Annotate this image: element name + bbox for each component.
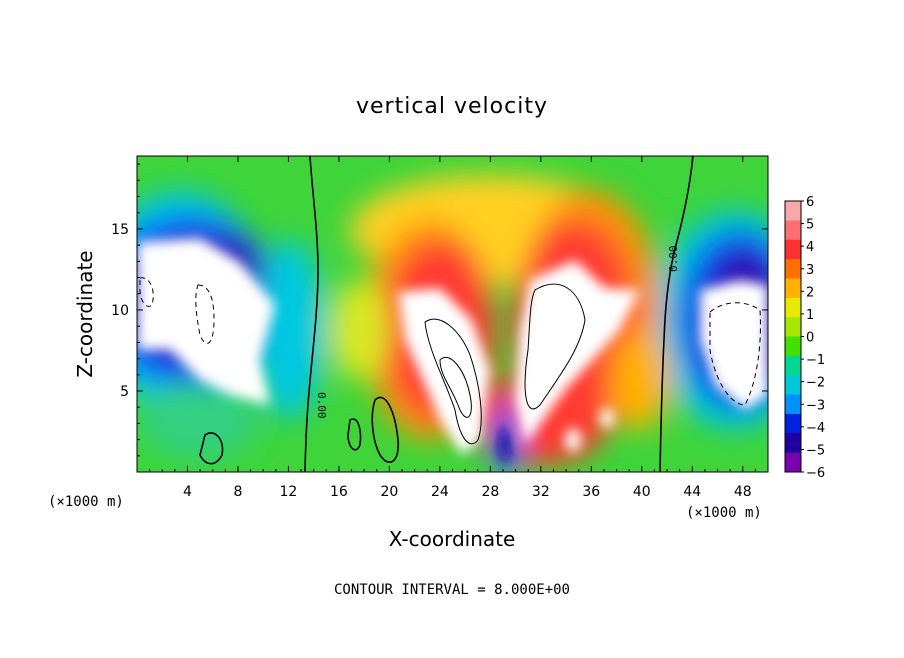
updraft-core-1-white — [398, 288, 490, 455]
colorbar-swatch — [785, 433, 801, 454]
colorbar-label: 2 — [806, 285, 814, 300]
colorbar-swatch — [785, 413, 801, 434]
x-axis: 4 8 12 16 20 24 28 32 36 40 44 48 — [149, 156, 756, 500]
colorbar-swatch — [785, 259, 801, 279]
x-tick-label: 48 — [734, 484, 752, 500]
positive-contour-core-2 — [524, 283, 586, 410]
contour-label-right: 0.00 — [667, 246, 680, 273]
colorbar: 6 5 4 3 2 1 0 −1 −2 −3 −4 −5 −6 — [784, 195, 825, 481]
negative-contour-right — [709, 302, 761, 406]
colorbar-swatch — [785, 317, 801, 337]
colorbar-swatch — [785, 336, 801, 357]
positive-contour-core-1 — [424, 318, 482, 445]
x-axis-label: X-coordinate — [389, 527, 516, 551]
colorbar-label: −6 — [806, 466, 825, 481]
colorbar-label: −2 — [806, 376, 825, 391]
colorbar-swatch — [785, 278, 801, 299]
negative-contour-left — [195, 284, 215, 344]
colorbar-label: 4 — [806, 240, 814, 255]
x-tick-label: 8 — [233, 484, 242, 500]
contour-label-left: 0.00 — [315, 392, 328, 419]
colorbar-swatch — [785, 201, 801, 221]
chart-title: vertical velocity — [356, 94, 548, 119]
x-tick-label: 28 — [481, 484, 499, 500]
colorbar-swatch — [785, 394, 801, 415]
y-axis: 5 10 15 — [111, 163, 768, 457]
contour-interval-text: CONTOUR INTERVAL = 8.000E+00 — [334, 582, 570, 598]
right-white-region — [700, 280, 768, 410]
colorbar-swatch — [785, 297, 801, 318]
y-tick-label: 15 — [111, 222, 129, 238]
x-tick-label: 24 — [431, 484, 449, 500]
colorbar-swatch — [785, 239, 801, 260]
plot-area — [137, 156, 768, 472]
updraft-core-2-white — [515, 260, 640, 445]
x-tick-label: 36 — [582, 484, 600, 500]
colorbar-label: −4 — [806, 421, 825, 436]
x-tick-label: 12 — [280, 484, 298, 500]
colorbar-label: −3 — [806, 398, 825, 413]
y-tick-label: 5 — [120, 384, 129, 400]
colorbar-label: −1 — [806, 353, 825, 368]
x-unit-right: (×1000 m) — [686, 505, 762, 521]
y-axis-label: Z-coordinate — [73, 250, 97, 377]
colorbar-swatch — [785, 355, 801, 376]
colorbar-swatch — [785, 220, 801, 241]
colorbar-label: 1 — [806, 308, 814, 323]
colorbar-label: 0 — [806, 331, 814, 346]
x-tick-label: 16 — [330, 484, 348, 500]
colorbar-label: 3 — [806, 263, 814, 278]
x-tick-label: 32 — [532, 484, 550, 500]
x-unit-left: (×1000 m) — [48, 494, 124, 510]
zero-contour-left — [304, 156, 319, 472]
x-tick-label: 4 — [183, 484, 192, 500]
colorbar-label: 6 — [806, 195, 814, 210]
y-tick-label: 10 — [111, 303, 129, 319]
colorbar-label: 5 — [806, 218, 814, 233]
x-tick-label: 20 — [380, 484, 398, 500]
zero-contour-right — [659, 156, 694, 472]
x-tick-label: 40 — [633, 484, 651, 500]
colorbar-label: −5 — [806, 443, 825, 458]
x-tick-label: 44 — [683, 484, 701, 500]
left-white-region — [137, 238, 275, 405]
colorbar-swatch — [785, 452, 801, 473]
colorbar-swatch — [785, 375, 801, 396]
